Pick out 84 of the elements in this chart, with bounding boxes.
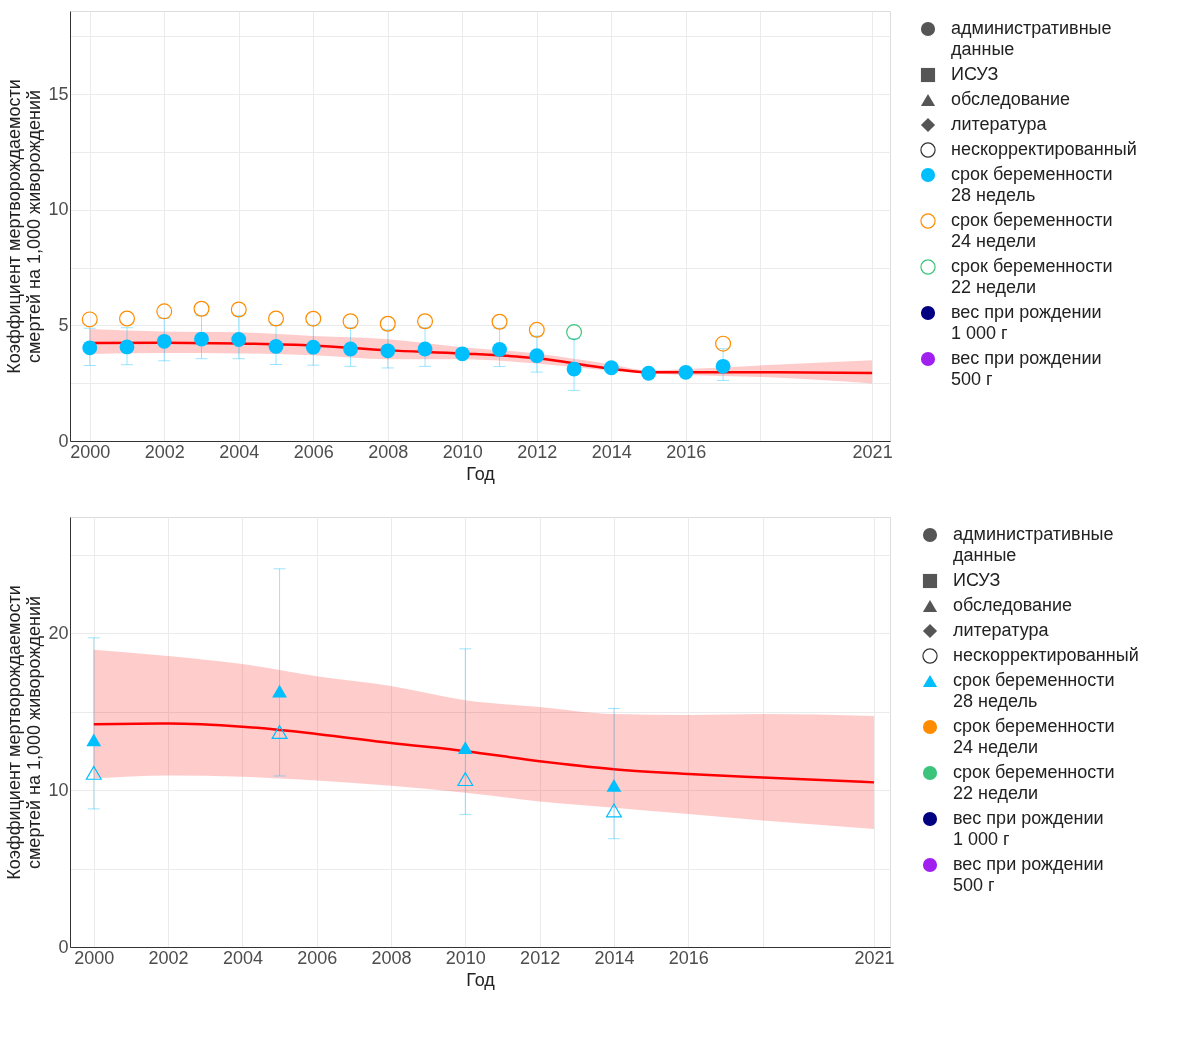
point (529, 348, 545, 364)
point (566, 324, 583, 341)
x-tick-label: 2010 (445, 947, 486, 968)
x-tick-label: 2006 (297, 947, 338, 968)
legend-label: нескорректированный (953, 645, 1139, 665)
legend-label: вес при рождении 500 г (951, 348, 1102, 389)
x-tick-label: 2014 (591, 441, 632, 462)
point (457, 772, 474, 787)
x-tick-label: 2008 (371, 947, 412, 968)
x-axis-title: Год (466, 969, 496, 990)
x-tick-label: 2021 (854, 947, 895, 968)
y-tick-label: 0 (58, 936, 69, 957)
point (380, 343, 396, 359)
x-tick-label: 2021 (852, 441, 893, 462)
x-tick-label: 2012 (520, 947, 561, 968)
point (119, 339, 135, 355)
point (231, 332, 247, 347)
point (342, 313, 359, 330)
legend-label: ИСУЗ (951, 64, 999, 84)
x-tick-label: 2008 (368, 441, 409, 462)
point (491, 313, 508, 330)
point (194, 331, 209, 347)
point (379, 315, 396, 332)
point (603, 360, 619, 376)
legend-label: литература (951, 114, 1048, 134)
point (715, 335, 732, 352)
y-axis-title: Коэффициент мертворождаемости смертей на 1,000 живорождений (4, 79, 45, 374)
legend-label: ИСУЗ (953, 570, 1001, 590)
point (678, 364, 694, 380)
point (305, 310, 322, 327)
legend-label: нескорректированный (951, 139, 1137, 159)
x-tick-label: 2002 (144, 441, 185, 462)
y-tick-label: 10 (48, 779, 69, 800)
point (193, 300, 210, 317)
point (417, 341, 433, 357)
point (606, 778, 622, 792)
y-tick-label: 10 (48, 199, 69, 220)
legend-label: административные данные (953, 524, 1114, 565)
point (81, 311, 98, 328)
point (271, 724, 288, 740)
x-tick-label: 2000 (74, 947, 115, 968)
y-tick-label: 0 (58, 430, 69, 451)
point (641, 365, 656, 381)
legend-label: обследование (951, 89, 1071, 109)
x-axis-title: Год (466, 463, 496, 484)
y-tick-label: 5 (58, 314, 69, 335)
point (156, 333, 172, 349)
point (82, 340, 98, 356)
point (454, 346, 470, 362)
line-series (92, 722, 876, 784)
x-tick-label: 2004 (219, 441, 260, 462)
y-tick-label: 20 (48, 622, 69, 643)
point (156, 303, 173, 320)
point (457, 741, 473, 755)
point (305, 339, 321, 355)
point (605, 803, 622, 818)
x-tick-label: 2006 (293, 441, 334, 462)
y-axis-title: Коэффициент мертворождаемости смертей на 1,000 живорождений (4, 585, 45, 880)
point (268, 339, 284, 354)
point (417, 313, 434, 330)
x-tick-label: 2016 (666, 441, 707, 462)
point (118, 310, 136, 327)
point (268, 310, 285, 327)
point (85, 765, 102, 780)
legend-label: административные данные (951, 18, 1112, 59)
x-tick-label: 2004 (222, 947, 263, 968)
point (715, 358, 731, 374)
legend-label: вес при рождении 500 г (953, 854, 1104, 895)
legend-label: литература (953, 620, 1050, 640)
x-tick-label: 2000 (70, 441, 111, 462)
point (528, 321, 545, 338)
point (343, 341, 358, 357)
x-tick-label: 2014 (594, 947, 635, 968)
x-tick-label: 2016 (668, 947, 709, 968)
point (86, 733, 102, 747)
legend-label: обследование (953, 595, 1073, 615)
x-tick-label: 2010 (442, 441, 483, 462)
x-tick-label: 2002 (148, 947, 189, 968)
point (566, 361, 582, 377)
y-tick-label: 15 (48, 83, 69, 104)
point (492, 342, 507, 357)
x-tick-label: 2012 (517, 441, 558, 462)
point (272, 684, 287, 698)
point (230, 301, 247, 318)
